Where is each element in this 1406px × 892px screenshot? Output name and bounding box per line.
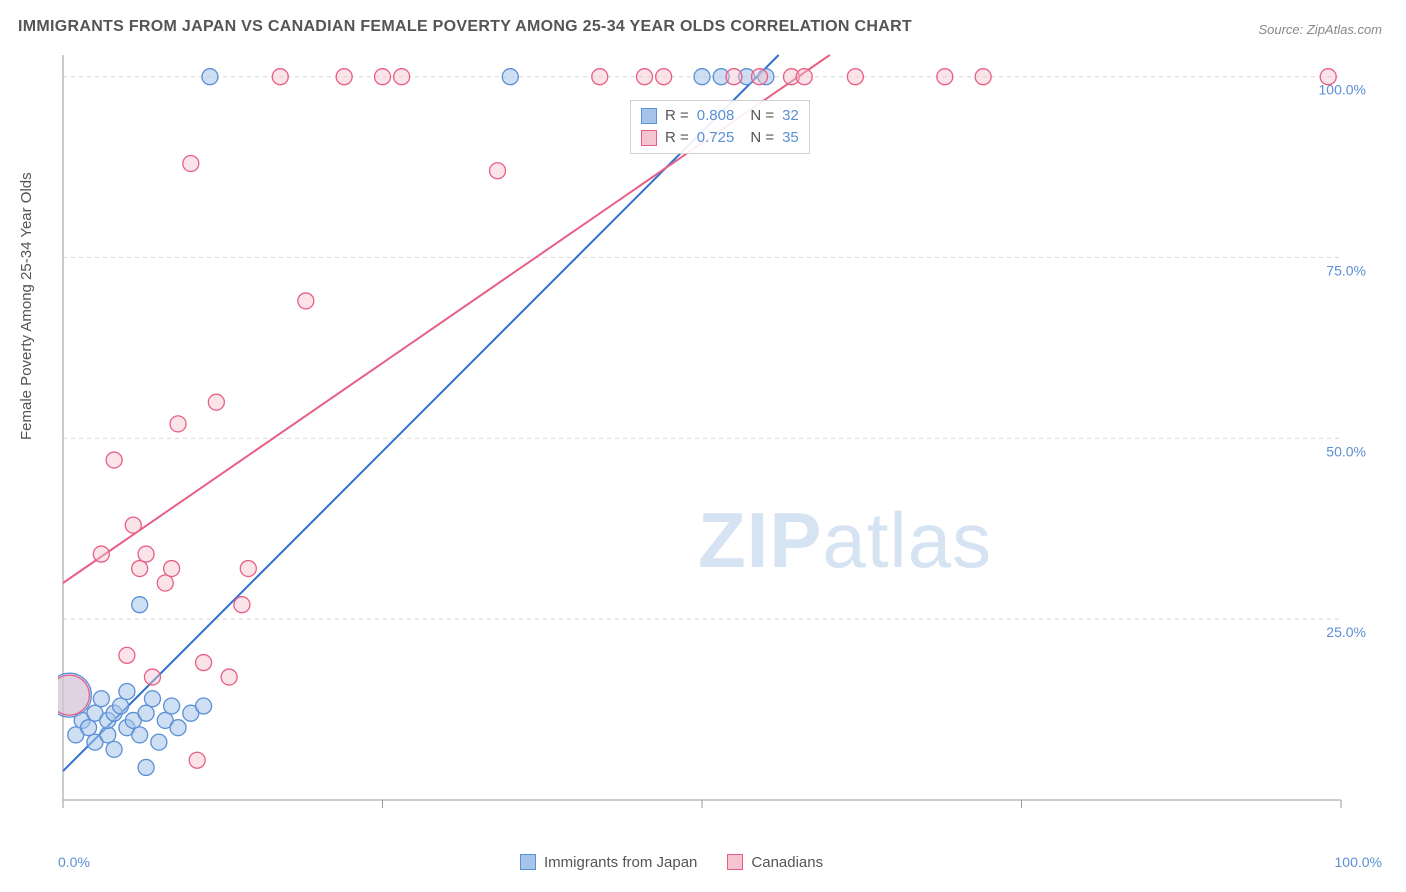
legend-swatch-japan <box>641 108 657 124</box>
legend-swatch-japan-icon <box>520 854 536 870</box>
y-axis-label: Female Poverty Among 25-34 Year Olds <box>18 172 35 440</box>
legend-item-canadians: Canadians <box>727 854 823 871</box>
chart-plot-area: 25.0%50.0%75.0%100.0% ZIPatlas R = 0.808… <box>58 50 1376 830</box>
series-legend: Immigrants from Japan Canadians <box>520 854 823 871</box>
correlation-legend: R = 0.808 N = 32 R = 0.725 N = 35 <box>630 100 810 154</box>
chart-title: IMMIGRANTS FROM JAPAN VS CANADIAN FEMALE… <box>18 18 912 36</box>
legend-swatch-canadians-icon <box>727 854 743 870</box>
r-label: R = <box>665 105 689 127</box>
chart-svg: 25.0%50.0%75.0%100.0% <box>58 50 1376 830</box>
svg-text:75.0%: 75.0% <box>1326 263 1366 279</box>
legend-row-japan: R = 0.808 N = 32 <box>641 105 799 127</box>
n-value-canadians: 35 <box>782 127 799 149</box>
n-label: N = <box>750 105 774 127</box>
r-value-japan: 0.808 <box>697 105 735 127</box>
svg-text:50.0%: 50.0% <box>1326 443 1366 459</box>
r-value-canadians: 0.725 <box>697 127 735 149</box>
n-label: N = <box>750 127 774 149</box>
r-label: R = <box>665 127 689 149</box>
legend-item-japan: Immigrants from Japan <box>520 854 697 871</box>
n-value-japan: 32 <box>782 105 799 127</box>
legend-row-canadians: R = 0.725 N = 35 <box>641 127 799 149</box>
x-axis-min-label: 0.0% <box>58 854 90 870</box>
svg-text:25.0%: 25.0% <box>1326 624 1366 640</box>
x-axis-max-label: 100.0% <box>1335 854 1382 870</box>
source-attribution: Source: ZipAtlas.com <box>1258 22 1382 37</box>
legend-swatch-canadians <box>641 130 657 146</box>
